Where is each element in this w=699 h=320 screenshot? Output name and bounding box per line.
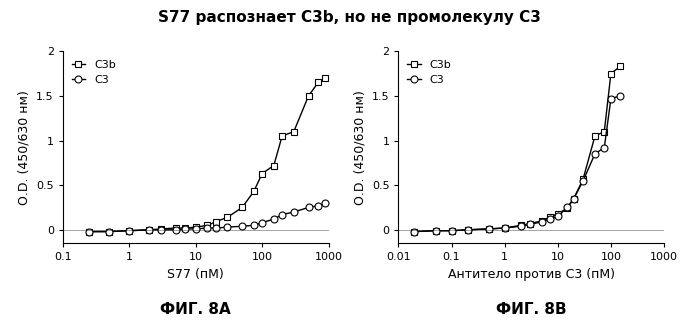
C3b: [157, 227, 165, 231]
X-axis label: Антитело против С3 (пМ): Антитело против С3 (пМ): [448, 268, 614, 281]
C3: [545, 217, 554, 221]
C3b: [447, 229, 456, 233]
C3b: [212, 220, 220, 224]
C3: [431, 229, 440, 233]
C3: [157, 228, 165, 232]
C3b: [314, 81, 322, 84]
C3b: [500, 226, 509, 230]
C3b: [463, 228, 472, 232]
Line: C3: C3: [411, 92, 624, 235]
C3: [223, 225, 231, 229]
C3: [591, 152, 599, 156]
C3b: [607, 72, 615, 76]
C3: [526, 222, 534, 226]
C3b: [258, 172, 266, 175]
C3b: [484, 227, 493, 231]
C3: [304, 205, 312, 209]
Y-axis label: О.D. (450/630 нм): О.D. (450/630 нм): [17, 90, 31, 204]
C3: [212, 226, 220, 230]
C3b: [105, 230, 113, 234]
C3: [517, 224, 525, 228]
C3: [570, 196, 578, 200]
C3b: [171, 226, 180, 230]
C3b: [278, 134, 287, 138]
C3: [145, 228, 154, 232]
C3b: [526, 222, 534, 226]
Text: ФИГ. 8В: ФИГ. 8В: [496, 302, 567, 317]
C3b: [203, 223, 212, 227]
C3b: [410, 230, 419, 234]
C3b: [591, 134, 599, 138]
C3b: [600, 130, 609, 133]
C3: [600, 146, 609, 149]
Legend: C3b, C3: C3b, C3: [404, 57, 454, 88]
C3: [270, 217, 278, 221]
C3: [105, 230, 113, 234]
Line: C3b: C3b: [86, 75, 329, 235]
C3: [447, 229, 456, 233]
C3b: [563, 206, 571, 210]
C3: [289, 210, 298, 214]
C3b: [517, 223, 525, 227]
C3: [538, 220, 546, 224]
C3: [500, 226, 509, 230]
C3b: [545, 215, 554, 219]
Text: ФИГ. 8А: ФИГ. 8А: [160, 302, 231, 317]
C3b: [616, 64, 624, 68]
C3b: [192, 225, 200, 229]
C3b: [145, 228, 154, 232]
C3: [250, 223, 258, 227]
C3: [314, 204, 322, 208]
C3b: [125, 229, 134, 233]
C3: [238, 224, 246, 228]
Text: S77 распознает C3b, но не промолекулу C3: S77 распознает C3b, но не промолекулу C3: [158, 10, 541, 25]
C3b: [238, 205, 246, 209]
C3: [563, 205, 571, 209]
C3: [258, 221, 266, 225]
C3b: [322, 76, 330, 80]
C3b: [431, 229, 440, 233]
X-axis label: S77 (пМ): S77 (пМ): [167, 268, 224, 281]
C3b: [304, 94, 312, 98]
C3: [463, 228, 472, 232]
C3: [410, 230, 419, 234]
C3b: [85, 230, 94, 234]
C3b: [289, 130, 298, 133]
C3b: [579, 177, 587, 181]
C3b: [270, 164, 278, 167]
C3: [125, 229, 134, 233]
C3b: [554, 212, 562, 216]
C3: [607, 97, 615, 100]
C3b: [250, 189, 258, 193]
C3: [322, 201, 330, 205]
C3: [278, 213, 287, 217]
C3: [85, 230, 94, 234]
C3: [181, 227, 189, 231]
C3: [616, 94, 624, 98]
Y-axis label: О.D. (450/630 нм): О.D. (450/630 нм): [353, 90, 366, 204]
Legend: C3b, C3: C3b, C3: [69, 57, 119, 88]
C3: [192, 227, 200, 231]
C3b: [181, 226, 189, 230]
C3: [171, 228, 180, 232]
C3b: [538, 219, 546, 223]
Line: C3: C3: [86, 200, 329, 235]
C3b: [570, 196, 578, 200]
C3: [203, 226, 212, 230]
C3: [554, 214, 562, 218]
C3: [579, 179, 587, 183]
C3b: [223, 215, 231, 219]
C3: [484, 227, 493, 231]
Line: C3b: C3b: [411, 63, 624, 235]
